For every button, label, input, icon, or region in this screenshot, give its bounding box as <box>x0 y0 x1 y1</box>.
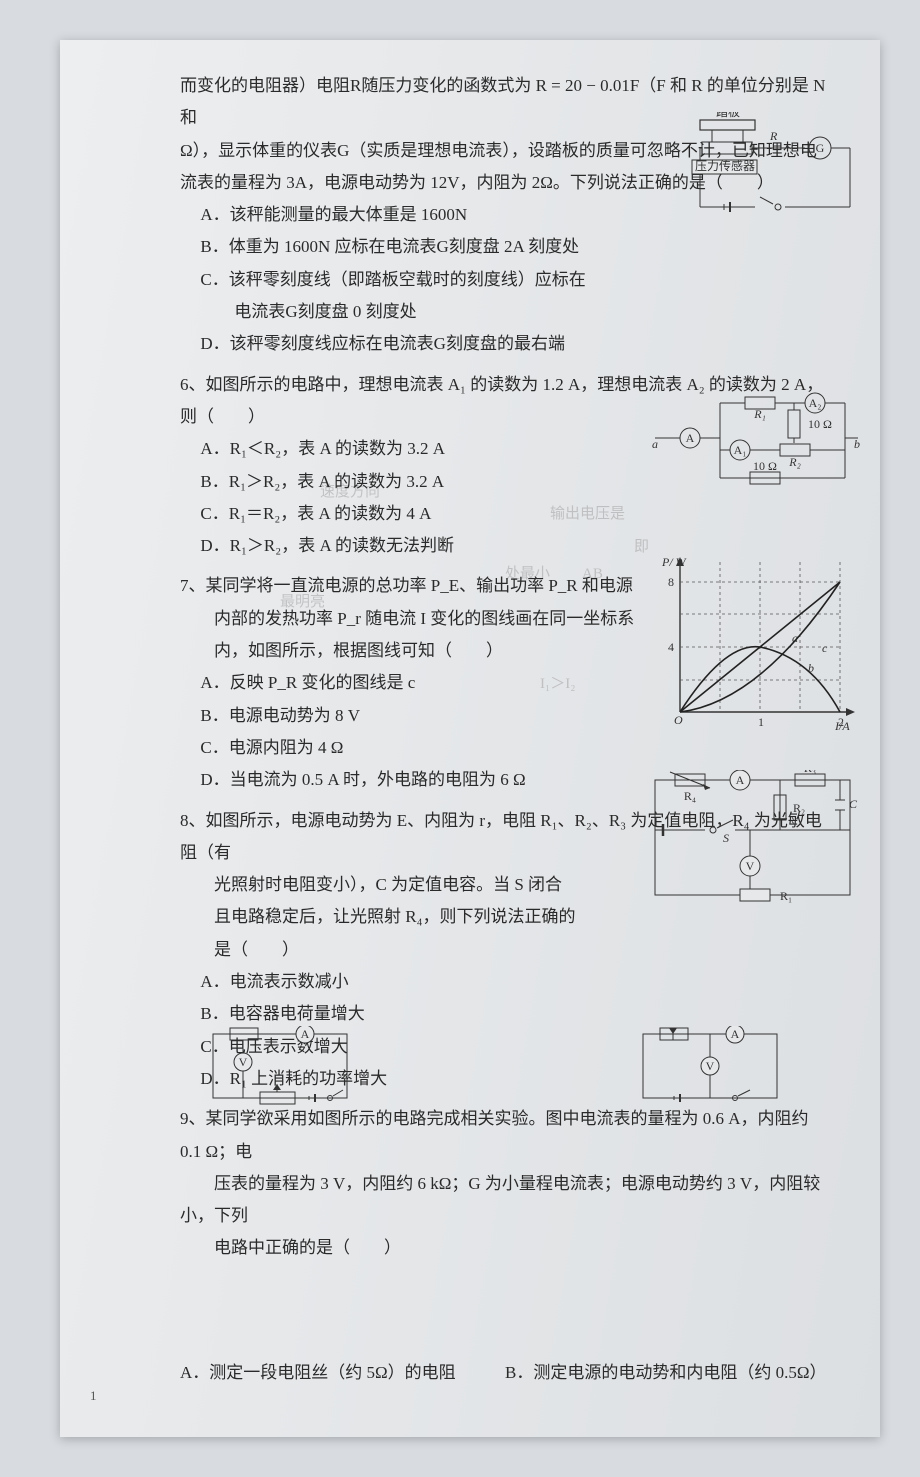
figure-q6-circuit: a A R₁ A₂ 10 Ω A₁ R₂ <box>650 388 860 488</box>
fig6-A2: A₂ <box>809 396 822 410</box>
q9-stem-3: 电路中正确的是（ ） <box>180 1232 830 1264</box>
fig5-pedal-label: 踏板 <box>716 112 740 119</box>
fig9b-V: V <box>706 1059 715 1073</box>
q9-stem-1: 9、某同学欲采用如图所示的电路完成相关实验。图中电流表的量程为 0.6 A，内阻… <box>180 1103 830 1168</box>
fig7-O: O <box>674 713 683 727</box>
figure-q8-circuit: R₄ A R₃ R₂ C S V <box>645 770 860 905</box>
fig8-R1: R₁ <box>780 889 792 903</box>
figure-q9-circuit-A: A V <box>205 1026 355 1106</box>
q6-choice-C: C．R₁＝R₂，表 A 的读数为 4 A <box>200 498 830 530</box>
page-number: 1 <box>90 1384 97 1409</box>
figure-q9-circuit-B: A V <box>635 1026 785 1106</box>
fig6-ten1: 10 Ω <box>808 417 832 431</box>
fig5-G-label: G <box>816 141 825 155</box>
fig6-a: a <box>652 437 658 451</box>
fig9a-A: A <box>301 1027 310 1041</box>
fig9b-A: A <box>731 1027 740 1041</box>
fig5-sensor-label: 压力传感器 <box>695 158 755 173</box>
q9-stem-2: 压表的量程为 3 V，内阻约 6 kΩ；G 为小量程电流表；电源电动势约 3 V… <box>180 1168 830 1233</box>
fig8-C: C <box>849 797 858 811</box>
fig9a-V: V <box>239 1055 248 1069</box>
fig6-R1: R₁ <box>753 407 766 421</box>
fig7-x1: 1 <box>758 715 764 729</box>
q8-choice-A: A．电流表示数减小 <box>200 966 830 998</box>
fig8-R3: R₃ <box>804 770 816 775</box>
fig6-A: A <box>686 431 695 445</box>
fig6-ten2: 10 Ω <box>753 459 777 473</box>
q5-choice-D: D．该秤零刻度线应标在电流表G刻度盘的最右端 <box>200 328 830 360</box>
fig6-A1: A₁ <box>734 443 747 457</box>
fig7-y4: 4 <box>668 640 674 654</box>
figure-q7-power-graph: P/ W I/A O 8 4 1 2 a b <box>650 552 860 737</box>
fig8-R4: R₄ <box>684 789 696 803</box>
fig8-R2: R₂ <box>793 801 805 815</box>
q5-choice-C2: 电流表G刻度盘 0 刻度处 <box>200 296 830 328</box>
fig7-x2: 2 <box>838 715 844 729</box>
fig5-R-label: R <box>769 129 778 143</box>
exam-page: 速度方向 输出电压是 即 AB 处最小 最明亮 I₁＞I₂ 而变化的电阻器）电阻… <box>60 40 880 1437</box>
q5-choice-C1: C．该秤零刻度线（即踏板空载时的刻度线）应标在 <box>200 264 830 296</box>
q8-stem-4: 是（ ） <box>180 934 830 966</box>
fig6-b: b <box>854 437 860 451</box>
fig8-V: V <box>746 859 755 873</box>
question-9: 9、某同学欲采用如图所示的电路完成相关实验。图中电流表的量程为 0.6 A，内阻… <box>180 1103 830 1389</box>
q5-choice-B: B．体重为 1600N 应标在电流表G刻度盘 2A 刻度处 <box>200 231 830 263</box>
q9-option-A: A．测定一段电阻丝（约 5Ω）的电阻 <box>180 1357 505 1389</box>
fig8-S: S <box>723 831 729 845</box>
q8-stem-3: 且电路稳定后，让光照射 R₄，则下列说法正确的 <box>180 901 830 933</box>
fig6-R2: R₂ <box>788 455 801 469</box>
figure-q5-weighing-circuit: 踏板 R G 压力传感器 <box>690 112 860 222</box>
fig7-y8: 8 <box>668 575 674 589</box>
fig7-c: c <box>822 641 828 655</box>
q9-option-B: B．测定电源的电动势和内电阻（约 0.5Ω） <box>505 1357 830 1389</box>
fig8-A: A <box>736 773 745 787</box>
fig7-ylabel: P/ W <box>661 555 687 569</box>
